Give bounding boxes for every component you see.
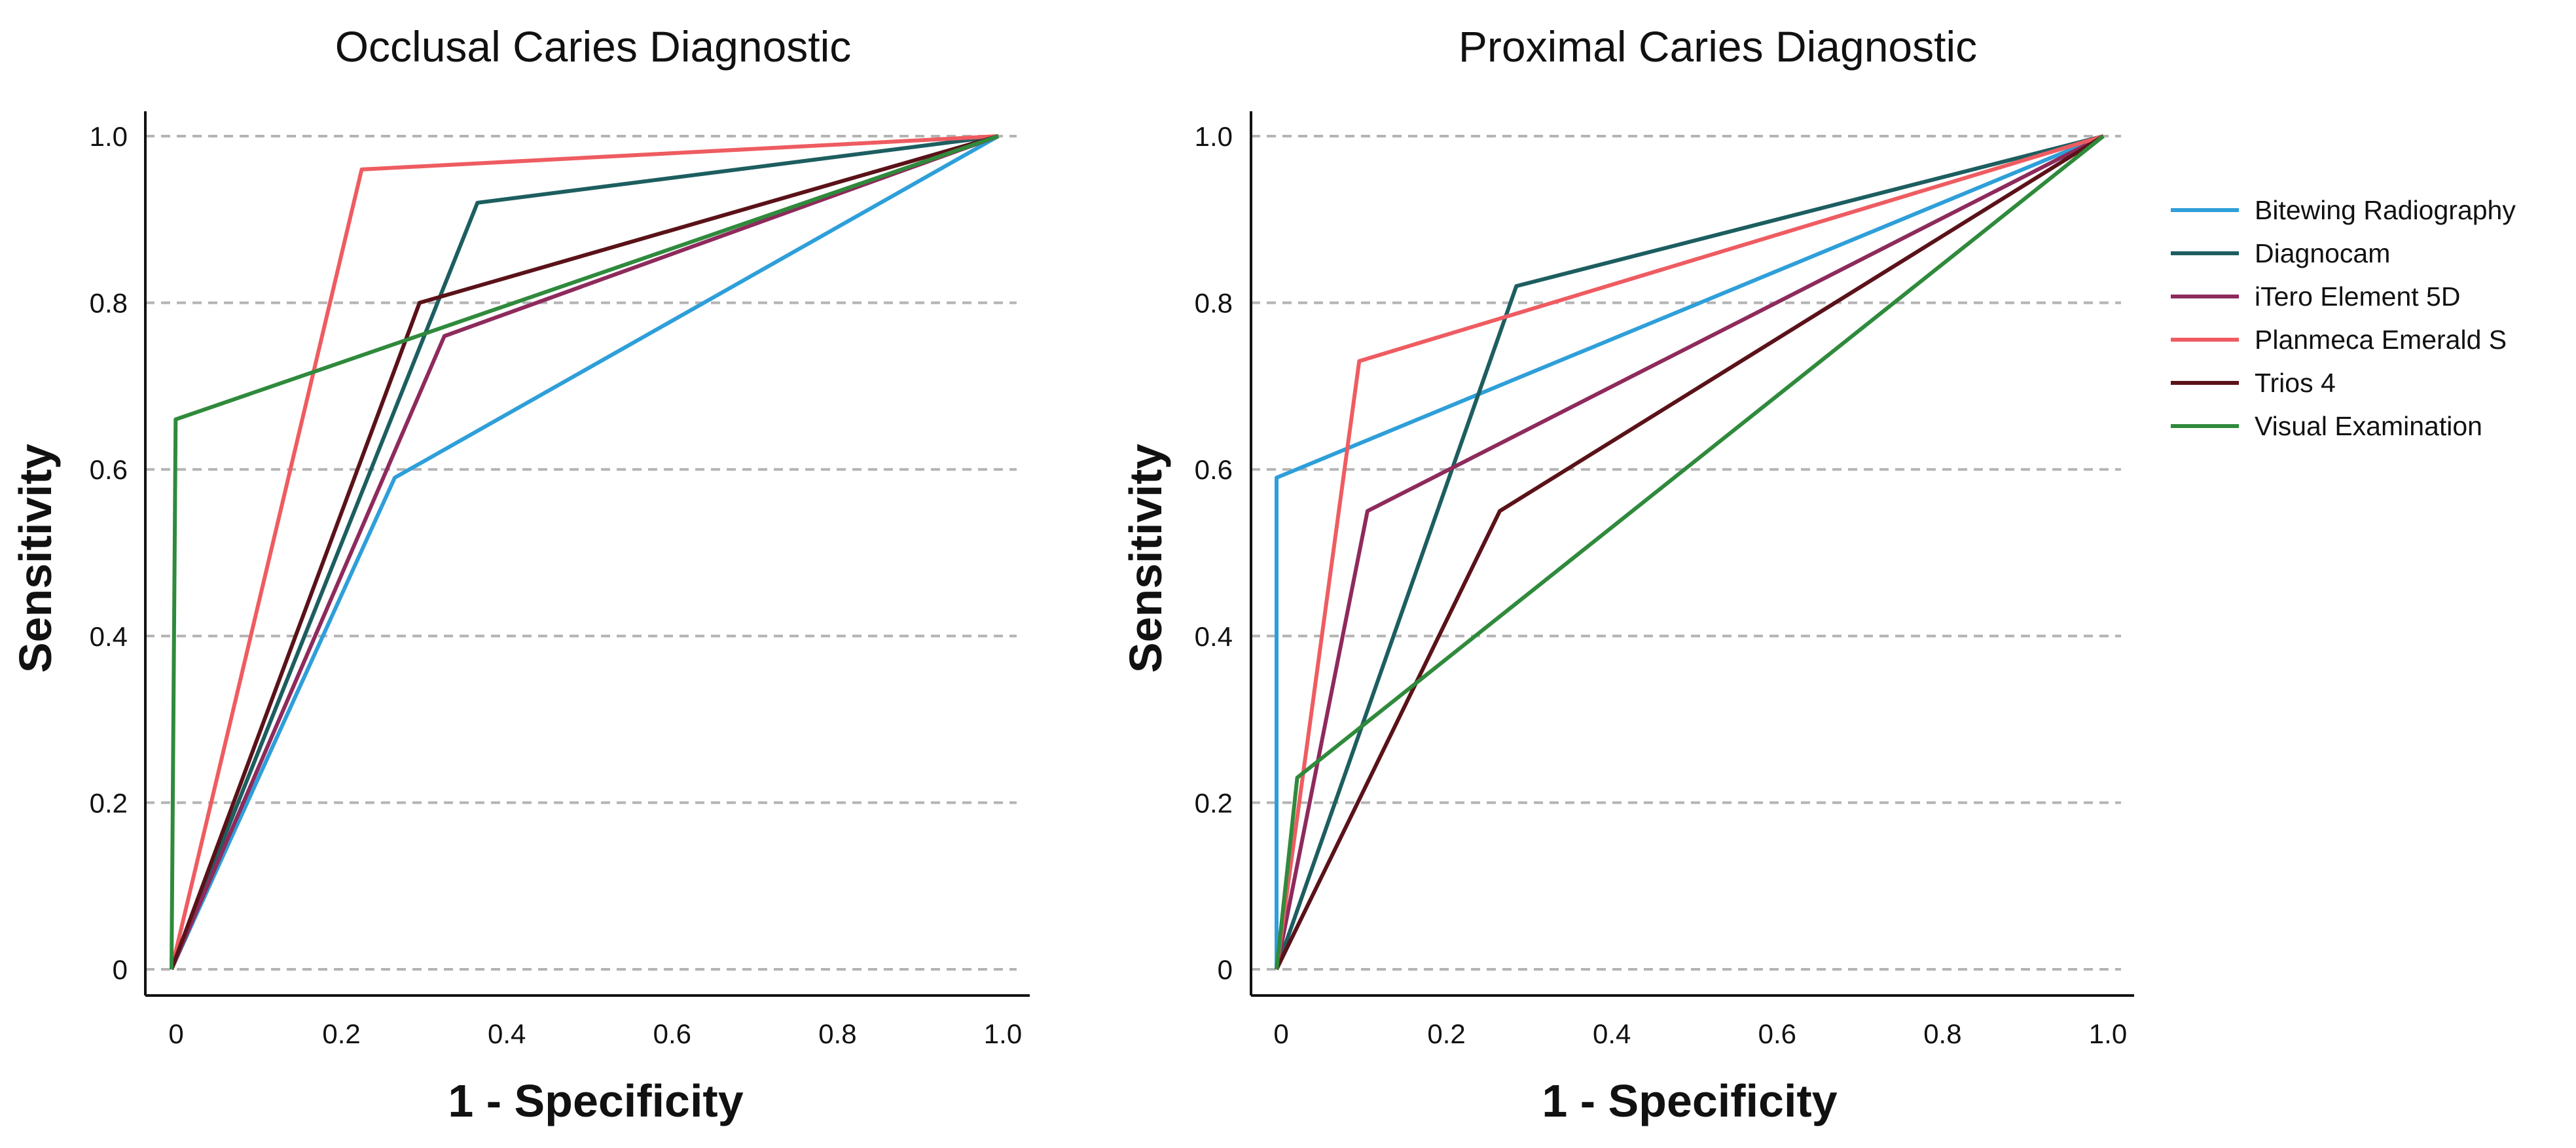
y-tick-label: 0 [1218, 954, 1233, 985]
series-line [170, 134, 999, 971]
x-tick-label: 0.6 [653, 1018, 691, 1049]
y-tick-label: 0.6 [1195, 454, 1233, 485]
y-tick-label: 0 [113, 954, 128, 985]
y-tick-label: 0.2 [1195, 787, 1233, 818]
series-line [1275, 134, 2105, 970]
legend-item: Bitewing Radiography [2255, 195, 2516, 225]
series-line [1275, 134, 2105, 971]
x-tick-label: 0 [1273, 1018, 1288, 1049]
legend-item: Trios 4 [2255, 368, 2336, 398]
x-tick-label: 0.4 [1593, 1018, 1631, 1049]
series-line [170, 134, 999, 970]
series-line [170, 134, 999, 971]
occlusal-chart: Occlusal Caries Diagnostic 1 - Specifici… [10, 22, 1030, 1126]
y-tick-label: 0.8 [1195, 288, 1233, 319]
chart-title: Proximal Caries Diagnostic [1459, 22, 1977, 71]
series-line [1275, 134, 2105, 970]
legend-item: Planmeca Emerald S [2255, 325, 2507, 355]
series-line [1275, 134, 2104, 970]
x-tick-label: 1.0 [2089, 1018, 2127, 1049]
y-tick-label: 1.0 [1195, 121, 1233, 152]
y-axis-label: Sensitivity [1120, 444, 1171, 673]
y-tick-label: 0.4 [1195, 621, 1233, 652]
series-line [1275, 134, 2105, 969]
y-tick-label: 0.2 [90, 787, 128, 818]
y-tick-label: 1.0 [90, 121, 128, 152]
series-line [170, 134, 1000, 971]
plot-area: 0 0.2 0.4 0.6 0.8 1.0 0 0.2 0.4 0.6 0.8 1.0 [1195, 111, 2134, 1049]
x-tick-label: 0 [168, 1018, 183, 1049]
y-tick-label: 0.4 [90, 621, 128, 652]
x-axis-label: 1 - Specificity [448, 1075, 743, 1126]
x-tick-label: 0.6 [1758, 1018, 1796, 1049]
legend-item: iTero Element 5D [2255, 281, 2460, 312]
x-tick-label: 0.4 [488, 1018, 526, 1049]
x-tick-label: 1.0 [984, 1018, 1022, 1049]
x-axis-label: 1 - Specificity [1542, 1075, 1837, 1126]
x-tick-label: 0.8 [818, 1018, 856, 1049]
plot-area: 0 0.2 0.4 0.6 0.8 1.0 0 0.2 0.4 0.6 0.8 1.0 [90, 111, 1030, 1049]
legend-item: Visual Examination [2255, 411, 2482, 441]
x-tick-label: 0.8 [1923, 1018, 1961, 1049]
proximal-chart: Proximal Caries Diagnostic 1 - Specifici… [1120, 22, 2134, 1126]
legend: Bitewing Radiography Diagnocam iTero Eleme… [2171, 195, 2516, 441]
legend-item: Diagnocam [2255, 238, 2390, 268]
y-tick-label: 0.6 [90, 454, 128, 485]
y-tick-label: 0.8 [90, 288, 128, 319]
x-tick-label: 0.2 [322, 1018, 360, 1049]
chart-title: Occlusal Caries Diagnostic [335, 22, 852, 71]
series-line [170, 134, 1000, 971]
series-line [170, 134, 999, 970]
x-tick-label: 0.2 [1427, 1018, 1465, 1049]
y-axis-label: Sensitivity [10, 444, 61, 673]
series-line [1275, 134, 2104, 970]
